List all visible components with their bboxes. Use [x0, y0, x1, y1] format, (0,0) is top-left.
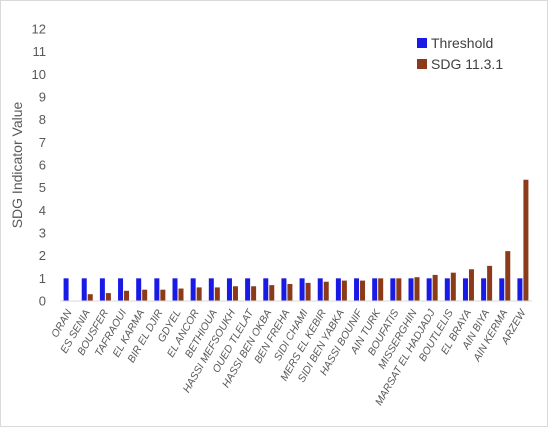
bar-sdg-11-3-1: [323, 281, 329, 301]
bar-threshold: [335, 278, 341, 301]
bar-sdg-11-3-1: [305, 282, 311, 301]
legend-label-sdg: SDG 11.3.1: [431, 56, 503, 72]
y-tick-label: 3: [39, 226, 46, 241]
y-tick-label: 8: [39, 112, 46, 127]
bar-threshold: [136, 278, 142, 301]
bar-sdg-11-3-1: [378, 278, 384, 301]
bar-threshold: [444, 278, 450, 301]
bar-threshold: [462, 278, 468, 301]
bar-sdg-11-3-1: [450, 272, 456, 301]
legend: Threshold SDG 11.3.1: [417, 35, 503, 72]
y-tick-label: 1: [39, 271, 46, 286]
bar-sdg-11-3-1: [505, 251, 511, 301]
y-axis-title: SDG Indicator Value: [9, 102, 25, 229]
bar-sdg-11-3-1: [214, 287, 220, 301]
y-tick-label: 10: [32, 67, 46, 82]
bar-threshold: [154, 278, 160, 301]
bar-threshold: [372, 278, 378, 301]
bar-sdg-11-3-1: [142, 289, 148, 301]
bar-sdg-11-3-1: [287, 284, 293, 301]
bar-sdg-11-3-1: [341, 280, 347, 301]
bar-sdg-11-3-1: [414, 277, 420, 301]
bar-threshold: [517, 278, 523, 301]
bar-sdg-11-3-1: [232, 286, 238, 301]
bar-sdg-11-3-1: [124, 290, 130, 301]
legend-swatch-threshold: [417, 38, 427, 48]
y-tick-label: 11: [33, 44, 47, 59]
y-tick-label: 7: [39, 135, 46, 150]
bar-threshold: [208, 278, 214, 301]
bar-threshold: [390, 278, 396, 301]
bar-threshold: [281, 278, 287, 301]
bar-sdg-11-3-1: [487, 265, 493, 301]
bar-sdg-11-3-1: [178, 288, 184, 301]
y-tick-label: 9: [39, 90, 46, 105]
bar-sdg-11-3-1: [251, 286, 257, 301]
bar-threshold: [317, 278, 323, 301]
y-tick-label: 6: [39, 158, 46, 173]
legend-label-threshold: Threshold: [431, 35, 493, 51]
y-tick-label: 5: [39, 180, 46, 195]
bar-threshold: [408, 278, 414, 301]
bar-sdg-11-3-1: [105, 293, 111, 301]
bar-threshold: [226, 278, 232, 301]
bar-threshold: [81, 278, 87, 301]
legend-swatch-sdg: [417, 59, 427, 69]
bar-threshold: [481, 278, 487, 301]
bar-sdg-11-3-1: [396, 278, 402, 301]
bar-threshold: [172, 278, 178, 301]
y-tick-label: 2: [39, 248, 46, 263]
y-tick-label: 0: [39, 294, 46, 309]
bar-sdg-11-3-1: [523, 179, 529, 301]
bar-threshold: [245, 278, 251, 301]
bar-sdg-11-3-1: [360, 280, 366, 301]
y-tick-label: 12: [32, 22, 46, 37]
bar-sdg-11-3-1: [432, 274, 438, 301]
bar-sdg-11-3-1: [468, 269, 474, 301]
bar-threshold: [354, 278, 360, 301]
y-tick-label: 4: [39, 203, 46, 218]
bar-sdg-11-3-1: [196, 287, 202, 301]
bar-sdg-11-3-1: [87, 294, 93, 301]
bar-sdg-11-3-1: [160, 289, 166, 301]
bar-threshold: [426, 278, 432, 301]
bar-threshold: [63, 278, 69, 301]
bar-threshold: [190, 278, 196, 301]
bar-threshold: [263, 278, 269, 301]
bar-threshold: [299, 278, 305, 301]
bars: [63, 179, 529, 301]
bar-threshold: [499, 278, 505, 301]
bar-threshold: [99, 278, 105, 301]
bar-threshold: [118, 278, 124, 301]
bar-sdg-11-3-1: [269, 285, 275, 301]
